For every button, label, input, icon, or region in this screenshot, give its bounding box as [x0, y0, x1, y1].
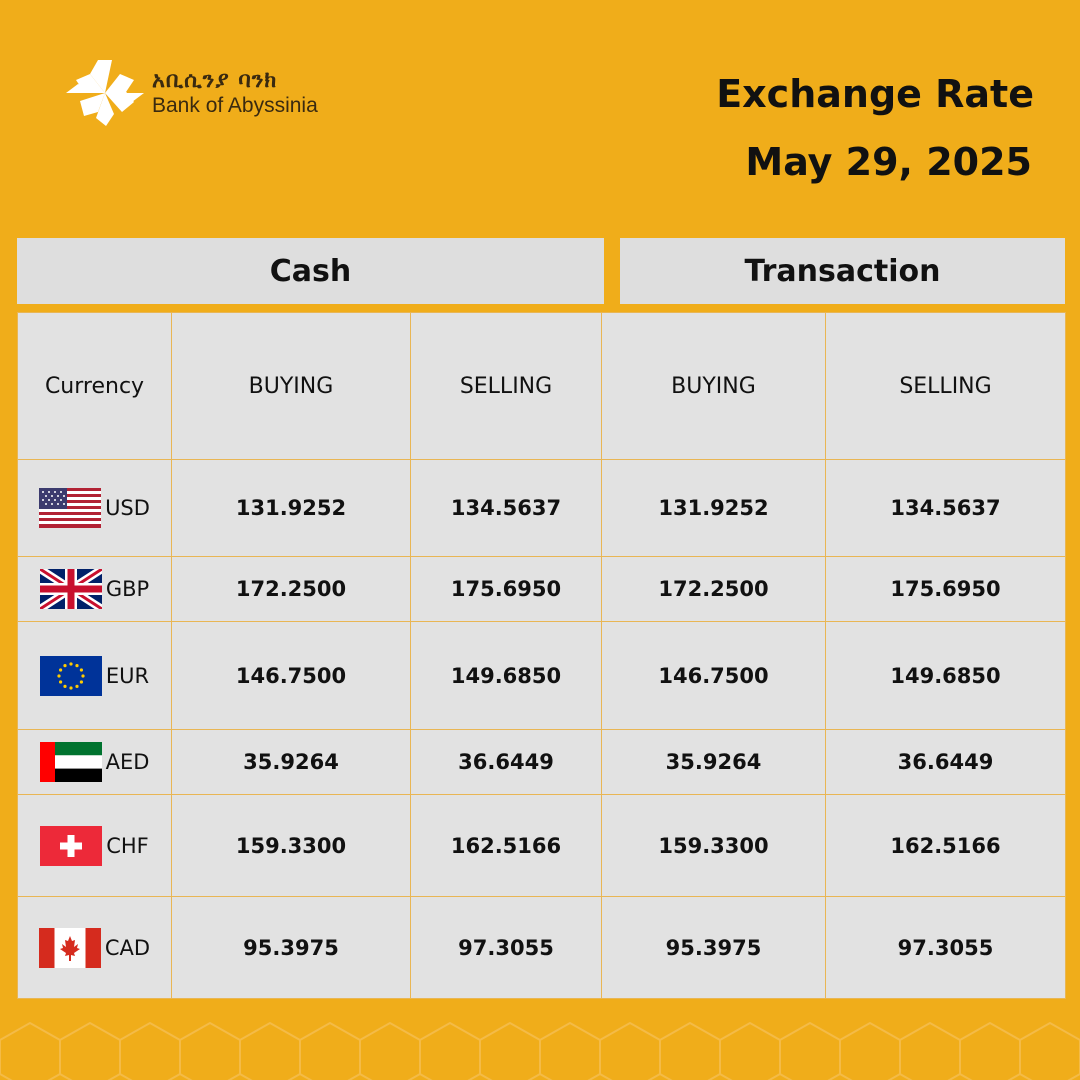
transaction-buying-value: 159.3300 — [601, 794, 826, 897]
currency-code: USD — [105, 496, 150, 520]
table-row: EUR 146.7500 149.6850 146.7500 149.6850 — [17, 621, 1066, 730]
table-header-row: Currency BUYING SELLING BUYING SELLING — [17, 312, 1066, 460]
cash-buying-value: 146.7500 — [171, 621, 411, 730]
table-row: GBP 172.2500 175.6950 172.2500 175.6950 — [17, 556, 1066, 622]
hexagon-pattern-decoration — [0, 1021, 1080, 1080]
uae-flag-icon — [39, 742, 102, 782]
currency-cell: AED — [17, 729, 172, 795]
cash-selling-value: 36.6449 — [410, 729, 602, 795]
cash-group-header: Cash — [17, 238, 604, 304]
currency-code: AED — [105, 750, 150, 774]
cash-buying-value: 172.2500 — [171, 556, 411, 622]
cash-selling-value: 97.3055 — [410, 896, 602, 999]
brand-name-amharic: አቢሲንያ ባንክ — [152, 68, 278, 94]
currency-cell: GBP — [17, 556, 172, 622]
transaction-buying-value: 95.3975 — [601, 896, 826, 999]
table-row: CHF 159.3300 162.5166 159.3300 162.5166 — [17, 794, 1066, 897]
currency-cell: USD — [17, 459, 172, 557]
cash-buying-value: 159.3300 — [171, 794, 411, 897]
cash-buying-value: 95.3975 — [171, 896, 411, 999]
cash-selling-value: 134.5637 — [410, 459, 602, 557]
transaction-group-header: Transaction — [620, 238, 1065, 304]
transaction-selling-value: 162.5166 — [825, 794, 1066, 897]
transaction-selling-value: 97.3055 — [825, 896, 1066, 999]
transaction-selling-value: 175.6950 — [825, 556, 1066, 622]
column-header-transaction-buying: BUYING — [601, 312, 826, 460]
rate-date: May 29, 2025 — [745, 140, 1032, 184]
transaction-buying-value: 146.7500 — [601, 621, 826, 730]
cash-selling-value: 162.5166 — [410, 794, 602, 897]
transaction-buying-value: 131.9252 — [601, 459, 826, 557]
table-row: AED 35.9264 36.6449 35.9264 36.6449 — [17, 729, 1066, 795]
table-row: CAD 95.3975 97.3055 95.3975 97.3055 — [17, 896, 1066, 999]
swiss-flag-icon — [40, 825, 103, 866]
currency-cell: EUR — [17, 621, 172, 730]
transaction-buying-value: 35.9264 — [601, 729, 826, 795]
currency-code: EUR — [105, 663, 150, 688]
currency-code: CAD — [104, 935, 151, 960]
currency-cell: CAD — [17, 896, 172, 999]
currency-cell: CHF — [17, 794, 172, 897]
currency-code: GBP — [105, 577, 150, 601]
currency-code: CHF — [106, 833, 149, 858]
cash-buying-value: 131.9252 — [171, 459, 411, 557]
brand-name-english: Bank of Abyssinia — [152, 93, 318, 117]
canada-flag-icon — [38, 927, 101, 968]
transaction-selling-value: 134.5637 — [825, 459, 1066, 557]
transaction-selling-value: 36.6449 — [825, 729, 1066, 795]
column-header-currency: Currency — [17, 312, 172, 460]
page-title: Exchange Rate — [716, 72, 1034, 116]
us-flag-icon — [39, 488, 102, 528]
cash-selling-value: 175.6950 — [410, 556, 602, 622]
table-row: USD 131.9252 134.5637 131.9252 134.5637 — [17, 459, 1066, 557]
star-flower-icon — [66, 60, 144, 126]
exchange-rate-table: Currency BUYING SELLING BUYING SELLING — [17, 312, 1066, 999]
uk-flag-icon — [39, 569, 102, 609]
cash-buying-value: 35.9264 — [171, 729, 411, 795]
column-header-cash-selling: SELLING — [410, 312, 602, 460]
column-header-transaction-selling: SELLING — [825, 312, 1066, 460]
brand-logo: አቢሲንያ ባንክ Bank of Abyssinia — [64, 56, 318, 130]
transaction-selling-value: 149.6850 — [825, 621, 1066, 730]
eu-flag-icon — [39, 655, 102, 696]
column-header-cash-buying: BUYING — [171, 312, 411, 460]
transaction-buying-value: 172.2500 — [601, 556, 826, 622]
cash-selling-value: 149.6850 — [410, 621, 602, 730]
